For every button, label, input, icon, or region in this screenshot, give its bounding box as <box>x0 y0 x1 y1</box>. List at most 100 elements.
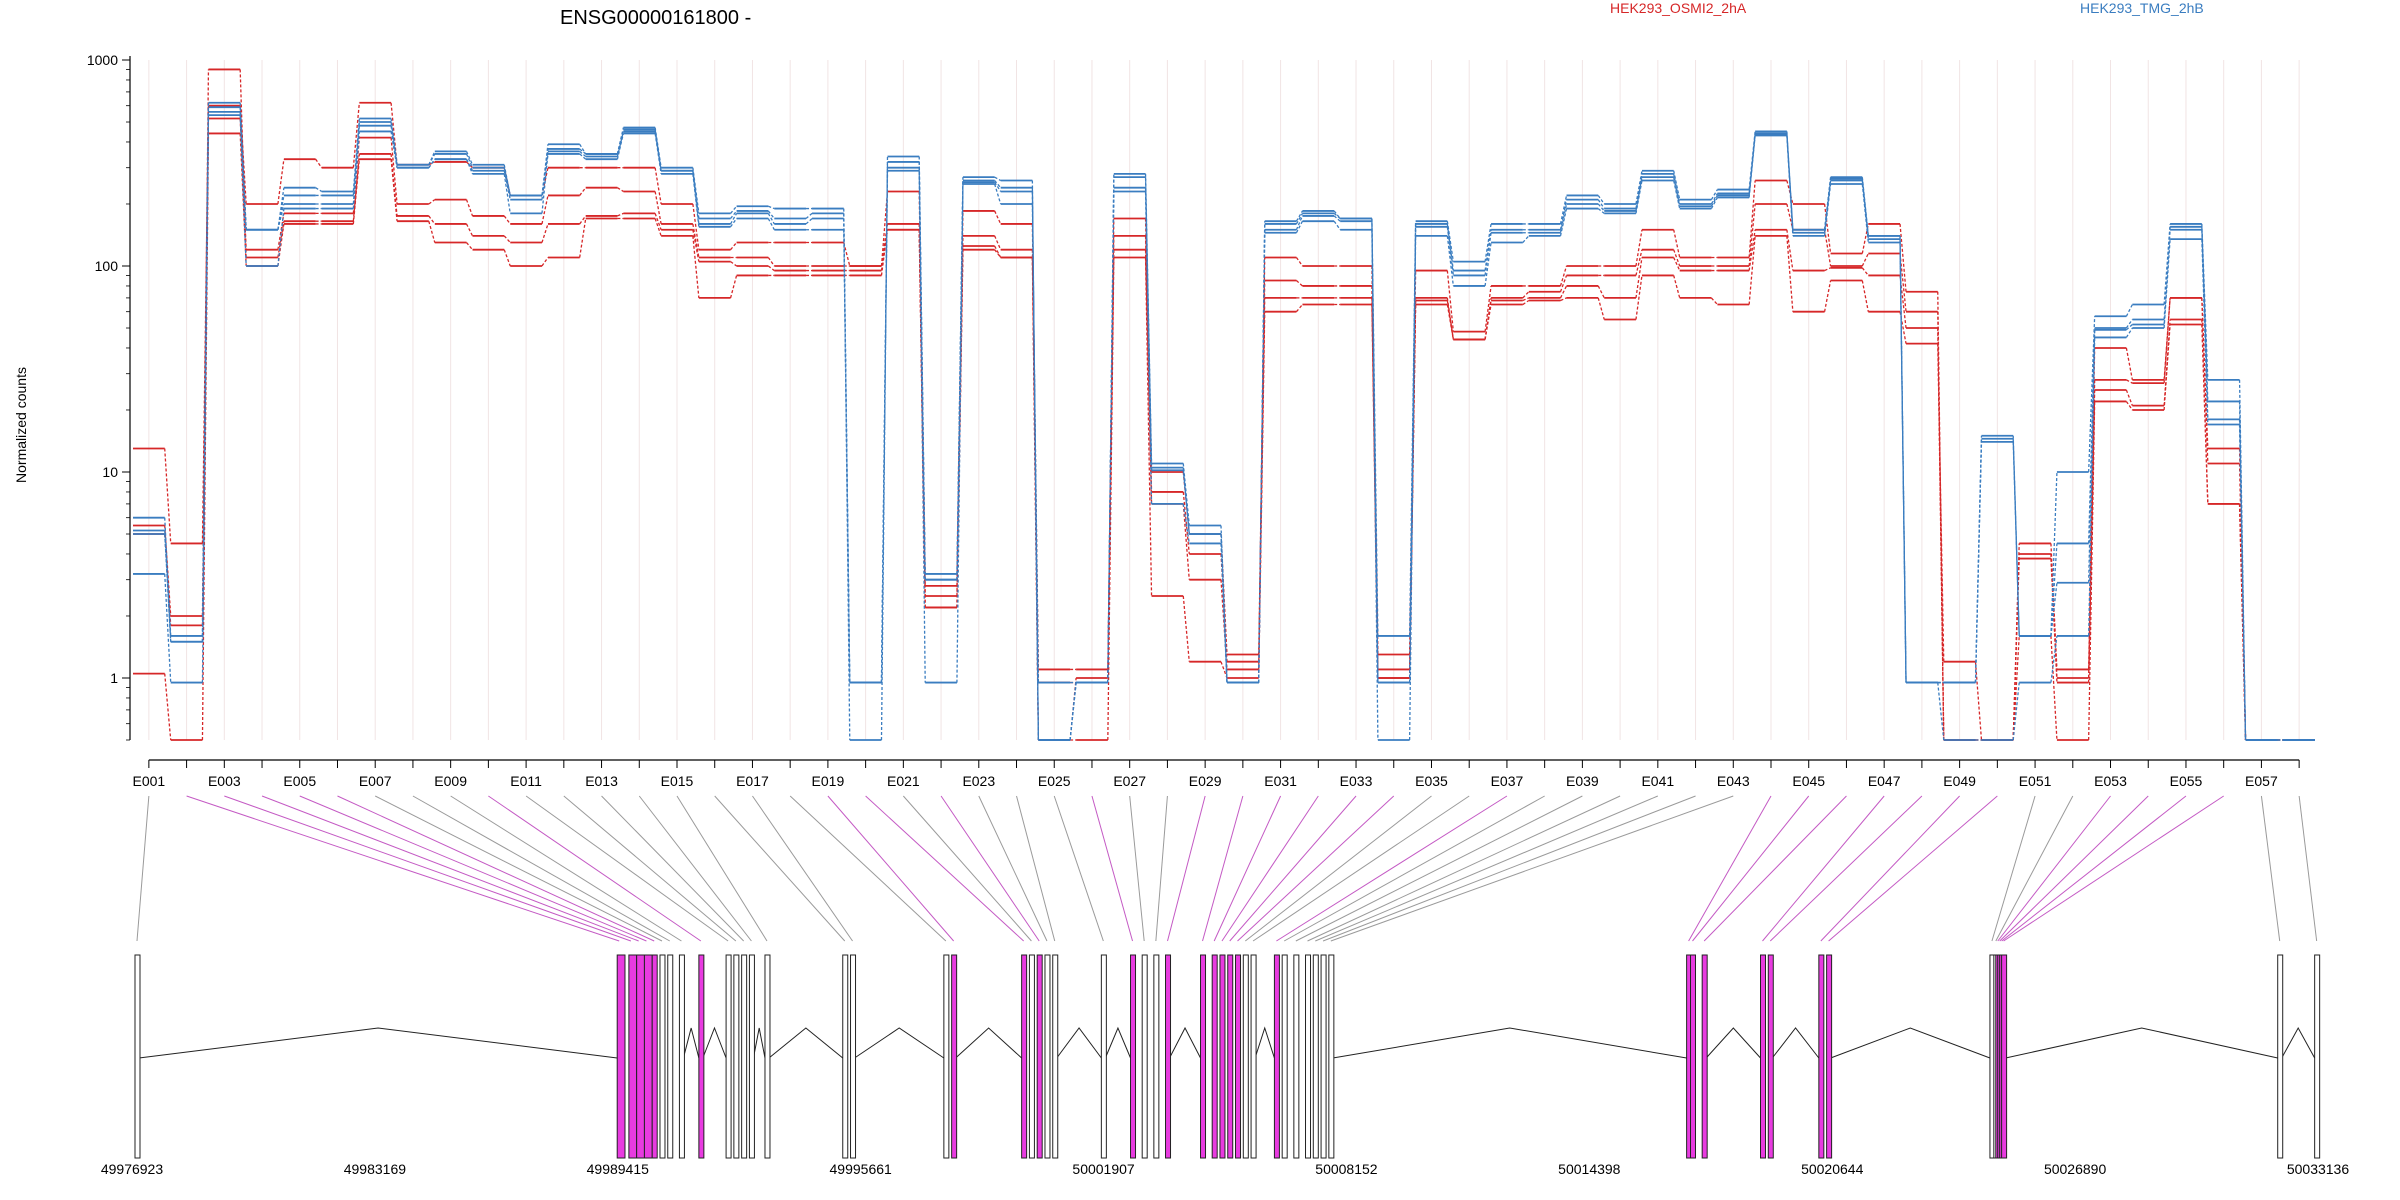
series-transition <box>1069 682 1077 741</box>
series-transition <box>1220 543 1228 683</box>
exon-tick-label: E041 <box>1641 773 1674 789</box>
series-transition <box>428 221 436 243</box>
genomic-tick-label: 49989415 <box>587 1161 650 1177</box>
series-transition <box>390 137 398 205</box>
series-layer <box>133 68 2315 741</box>
series-transition <box>1559 199 1568 230</box>
series-transition <box>1560 297 1567 302</box>
exon-connector <box>1769 795 1923 942</box>
series-transition <box>1107 257 1115 741</box>
series-transition <box>1446 270 1454 332</box>
series-transition <box>730 213 738 225</box>
series-transition <box>1484 304 1492 340</box>
y-tick-label: 1 <box>110 670 118 686</box>
series-transition <box>503 235 511 243</box>
series-transition <box>2050 471 2058 636</box>
series-transition <box>692 223 700 258</box>
series-transition <box>1031 191 1040 741</box>
exon-tick-label: E023 <box>962 773 995 789</box>
exon-connector <box>827 795 955 942</box>
series-transition <box>1635 229 1643 267</box>
series-transition <box>2012 441 2020 636</box>
series-transition <box>579 218 587 258</box>
series-transition <box>428 153 436 166</box>
series-4-blue <box>133 101 2315 741</box>
exon-tick-label: E013 <box>585 773 618 789</box>
gene-exon <box>943 954 950 1159</box>
series-transition <box>1333 215 1341 222</box>
gene-exon <box>1227 954 1234 1159</box>
exon-connector <box>902 795 1032 942</box>
series-transition <box>1824 267 1831 272</box>
intron <box>1771 1027 1820 1059</box>
series-transition <box>1710 189 1718 200</box>
series-transition <box>352 153 360 222</box>
series-transition <box>466 242 474 251</box>
exon-tick-label: E029 <box>1189 773 1222 789</box>
gene-exon <box>1141 954 1148 1159</box>
series-transition <box>2201 297 2209 464</box>
legend-entry-osmi2: HEK293_OSMI2_2hA <box>1610 0 1747 16</box>
gene-exon <box>667 954 674 1159</box>
exon-connector <box>337 795 655 942</box>
series-transition <box>1484 285 1492 332</box>
exon-tick-label: E021 <box>887 773 920 789</box>
exon-connector <box>2260 795 2281 942</box>
series-transition <box>428 215 436 225</box>
series-transition <box>2125 401 2133 411</box>
exon-connector <box>752 795 853 942</box>
y-axis: 1 10 100 1000 <box>87 52 131 741</box>
series-transition <box>1786 235 1794 312</box>
intron <box>1705 1027 1761 1059</box>
series-transition <box>2163 324 2171 411</box>
exon-connector <box>1276 795 1508 942</box>
exon-connector <box>299 795 647 942</box>
exon-connector <box>1828 795 1998 942</box>
series-transition <box>2125 304 2133 317</box>
series-transition <box>2012 438 2020 636</box>
exon-connector <box>1991 795 2036 942</box>
series-transition <box>579 187 587 196</box>
exon-connector <box>136 795 150 942</box>
gene-exon <box>1052 954 1059 1159</box>
series-transition <box>1937 682 1945 741</box>
gene-exon <box>1130 954 1137 1159</box>
genomic-tick-label: 49995661 <box>830 1161 893 1177</box>
series-transition <box>692 203 700 250</box>
series-transition <box>767 257 775 267</box>
exon-tick-label: E043 <box>1717 773 1750 789</box>
series-transition <box>1748 180 1756 258</box>
series-transition <box>1446 297 1454 340</box>
genomic-tick-label: 50014398 <box>1558 1161 1621 1177</box>
exon-connector <box>1221 795 1319 942</box>
series-transition <box>1446 226 1454 276</box>
series-transition <box>1258 297 1266 670</box>
series-transition <box>2125 319 2133 329</box>
series-transition <box>1823 183 1832 236</box>
series-transition <box>1107 191 1115 683</box>
intron <box>682 1027 700 1059</box>
intron <box>1169 1026 1201 1059</box>
series-transition <box>1522 297 1530 302</box>
series-transition <box>1748 135 1756 198</box>
gene-exon <box>1293 954 1300 1159</box>
series-transition <box>1597 297 1605 320</box>
exon-connector <box>1995 795 2074 942</box>
exon-tick-label: E047 <box>1868 773 1901 789</box>
legend-entry-tmg: HEK293_TMG_2hB <box>2080 0 2204 16</box>
gene-exon <box>1044 954 1051 1159</box>
exon-tick-label: E057 <box>2245 773 2278 789</box>
series-transition <box>201 69 210 626</box>
series-transition <box>1786 229 1794 271</box>
exon-connector <box>450 795 682 942</box>
exon-connector <box>1016 795 1056 942</box>
exon-connector <box>563 795 737 942</box>
gene-exon <box>1235 954 1242 1159</box>
genomic-tick-label: 49976923 <box>101 1161 164 1177</box>
exon-tick-label: E031 <box>1264 773 1297 789</box>
series-transition <box>541 151 549 200</box>
exon-connector <box>1295 795 1583 942</box>
exon-connector <box>224 795 632 942</box>
gene-exon <box>1305 954 1312 1159</box>
series-transition <box>503 249 511 267</box>
